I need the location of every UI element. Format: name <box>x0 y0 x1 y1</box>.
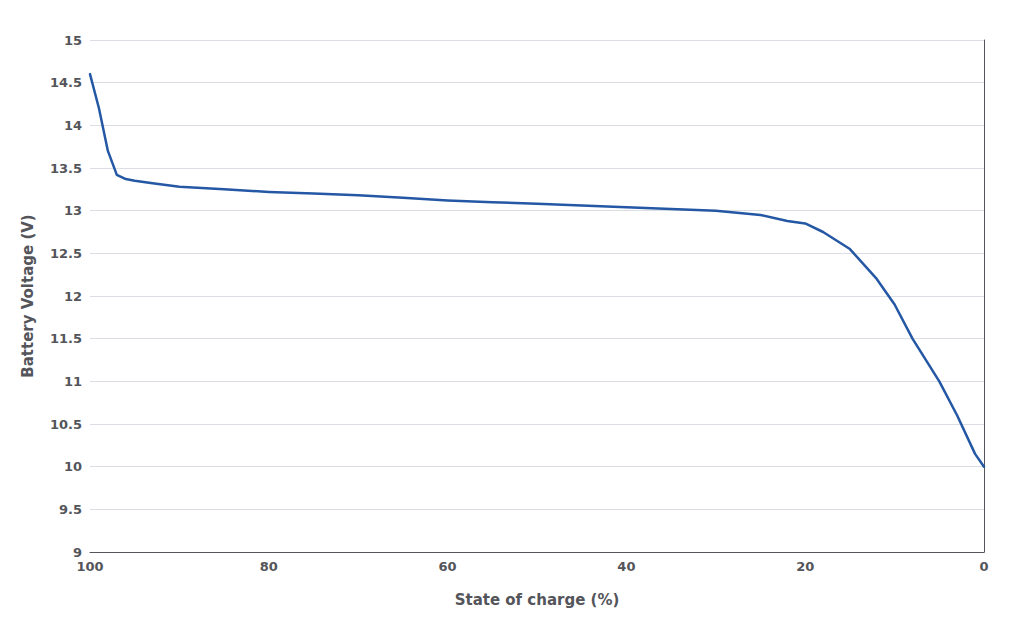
svg-text:9.5: 9.5 <box>59 502 82 517</box>
svg-text:60: 60 <box>439 559 457 574</box>
svg-text:14: 14 <box>64 118 82 133</box>
svg-text:12.5: 12.5 <box>50 246 82 261</box>
svg-text:13: 13 <box>64 203 82 218</box>
svg-text:15: 15 <box>64 33 82 48</box>
svg-text:100: 100 <box>76 559 103 574</box>
svg-text:20: 20 <box>796 559 814 574</box>
svg-text:14.5: 14.5 <box>50 75 82 90</box>
svg-text:40: 40 <box>617 559 635 574</box>
svg-text:Battery Voltage (V): Battery Voltage (V) <box>19 214 37 377</box>
svg-text:13.5: 13.5 <box>50 161 82 176</box>
svg-text:10: 10 <box>64 459 82 474</box>
svg-text:80: 80 <box>260 559 278 574</box>
svg-text:0: 0 <box>979 559 988 574</box>
svg-text:10.5: 10.5 <box>50 417 82 432</box>
svg-text:State of charge (%): State of charge (%) <box>455 591 620 609</box>
svg-text:11: 11 <box>64 374 82 389</box>
svg-text:9: 9 <box>73 545 82 560</box>
svg-text:12: 12 <box>64 289 82 304</box>
svg-text:11.5: 11.5 <box>50 331 82 346</box>
